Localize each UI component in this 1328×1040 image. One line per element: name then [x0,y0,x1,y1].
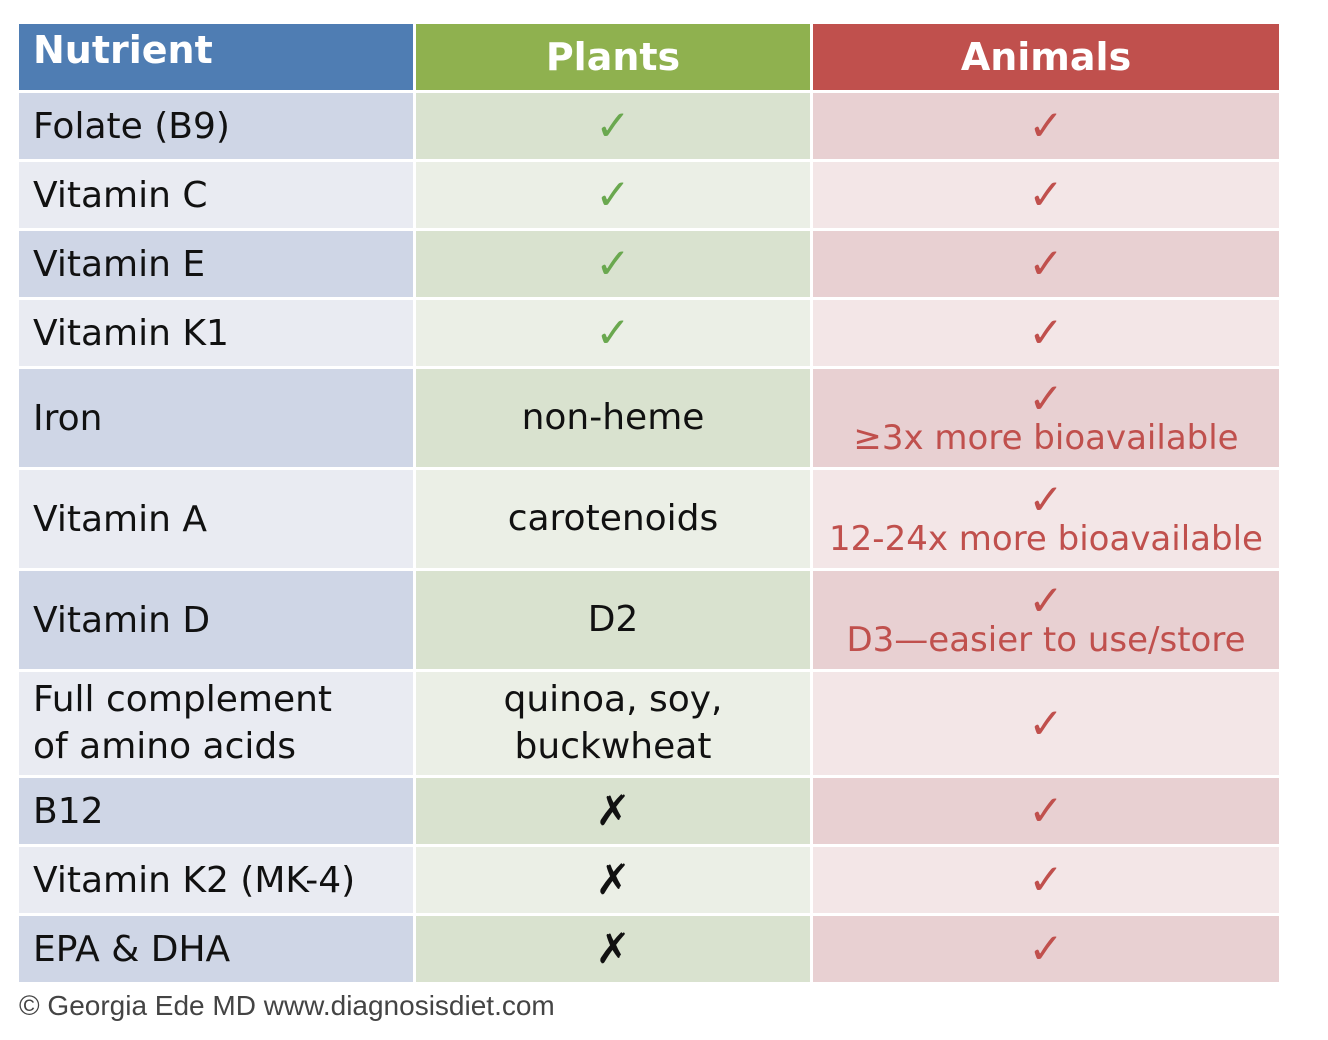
table-row: Vitamin A carotenoids ✓ 12-24x more bioavai… [19,470,1285,571]
table-row: B12 ✗ ✓ [19,778,1285,847]
checkmark-icon: ✓ [1028,924,1064,973]
header-nutrient: Nutrient [19,24,416,90]
table-header-row: Nutrient Plants Animals [19,24,1285,93]
nutrient-cell: Vitamin E [19,231,416,297]
table-body: Folate (B9) ✓ ✓ Vitamin C ✓ ✓ Vitamin E ✓ ✓ Vitam… [19,93,1285,985]
checkmark-icon: ✓ [1028,855,1064,904]
plants-cell: ✗ [416,847,813,913]
checkmark-icon: ✓ [595,308,631,357]
table-row: Vitamin C ✓ ✓ [19,162,1285,231]
table-row: Vitamin D D2 ✓ D3—easier to use/store [19,571,1285,672]
animals-cell: ✓ [813,162,1279,228]
nutrient-cell: Vitamin K1 [19,300,416,366]
table-row: Vitamin E ✓ ✓ [19,231,1285,300]
table-row: EPA & DHA ✗ ✓ [19,916,1285,985]
nutrient-cell: Full complement of amino acids [19,672,416,775]
table-row: Folate (B9) ✓ ✓ [19,93,1285,162]
animals-cell: ✓ [813,672,1279,775]
copyright-footer: © Georgia Ede MD www.diagnosisdiet.com [19,990,555,1021]
nutrient-cell: Vitamin D [19,571,416,669]
animals-cell: ✓ ≥3x more bioavailable [813,369,1279,467]
checkmark-icon: ✓ [595,239,631,288]
animals-note: D3—easier to use/store [846,620,1246,661]
plants-cell: non-heme [416,369,813,467]
animals-cell: ✓ [813,231,1279,297]
checkmark-icon: ✓ [1028,786,1064,835]
checkmark-icon: ✓ [1028,308,1064,357]
animals-note: 12-24x more bioavailable [829,519,1263,560]
table-row: Full complement of amino acids quinoa, so… [19,672,1285,778]
plants-cell: ✓ [416,93,813,159]
animals-note: ≥3x more bioavailable [853,418,1239,459]
nutrient-comparison-table: Nutrient Plants Animals Folate (B9) ✓ ✓ Vit… [19,24,1285,985]
plants-cell: D2 [416,571,813,669]
nutrient-cell: Iron [19,369,416,467]
checkmark-icon: ✓ [1028,475,1064,525]
plants-source-text: non-heme [521,396,705,438]
animals-cell: ✓ 12-24x more bioavailable [813,470,1279,568]
animals-cell: ✓ [813,778,1279,844]
plants-cell: ✓ [416,162,813,228]
header-plants: Plants [416,24,813,90]
nutrient-cell: Vitamin C [19,162,416,228]
table-row: Vitamin K1 ✓ ✓ [19,300,1285,369]
checkmark-icon: ✓ [1028,170,1064,219]
checkmark-icon: ✓ [1028,239,1064,288]
table-row: Vitamin K2 (MK-4) ✗ ✓ [19,847,1285,916]
animals-cell: ✓ D3—easier to use/store [813,571,1279,669]
cross-icon: ✗ [595,855,631,904]
plants-source-text: D2 [587,598,639,640]
animals-cell: ✓ [813,916,1279,982]
nutrient-cell: Vitamin A [19,470,416,568]
checkmark-icon: ✓ [1028,576,1064,626]
plants-cell: ✓ [416,231,813,297]
table-row: Iron non-heme ✓ ≥3x more bioavailable [19,369,1285,470]
checkmark-icon: ✓ [595,101,631,150]
checkmark-icon: ✓ [1028,374,1064,424]
animals-cell: ✓ [813,300,1279,366]
checkmark-icon: ✓ [1028,698,1064,748]
header-animals: Animals [813,24,1279,90]
plants-cell: carotenoids [416,470,813,568]
nutrient-cell: B12 [19,778,416,844]
nutrient-cell: Folate (B9) [19,93,416,159]
cross-icon: ✗ [595,786,631,835]
nutrient-cell: Vitamin K2 (MK-4) [19,847,416,913]
plants-cell: quinoa, soy, buckwheat [416,672,813,775]
plants-cell: ✓ [416,300,813,366]
checkmark-icon: ✓ [595,170,631,219]
cross-icon: ✗ [595,924,631,973]
plants-source-text: quinoa, soy, buckwheat [503,678,723,767]
plants-cell: ✗ [416,778,813,844]
animals-cell: ✓ [813,93,1279,159]
checkmark-icon: ✓ [1028,101,1064,150]
animals-cell: ✓ [813,847,1279,913]
plants-cell: ✗ [416,916,813,982]
nutrient-cell: EPA & DHA [19,916,416,982]
plants-source-text: carotenoids [507,497,719,539]
